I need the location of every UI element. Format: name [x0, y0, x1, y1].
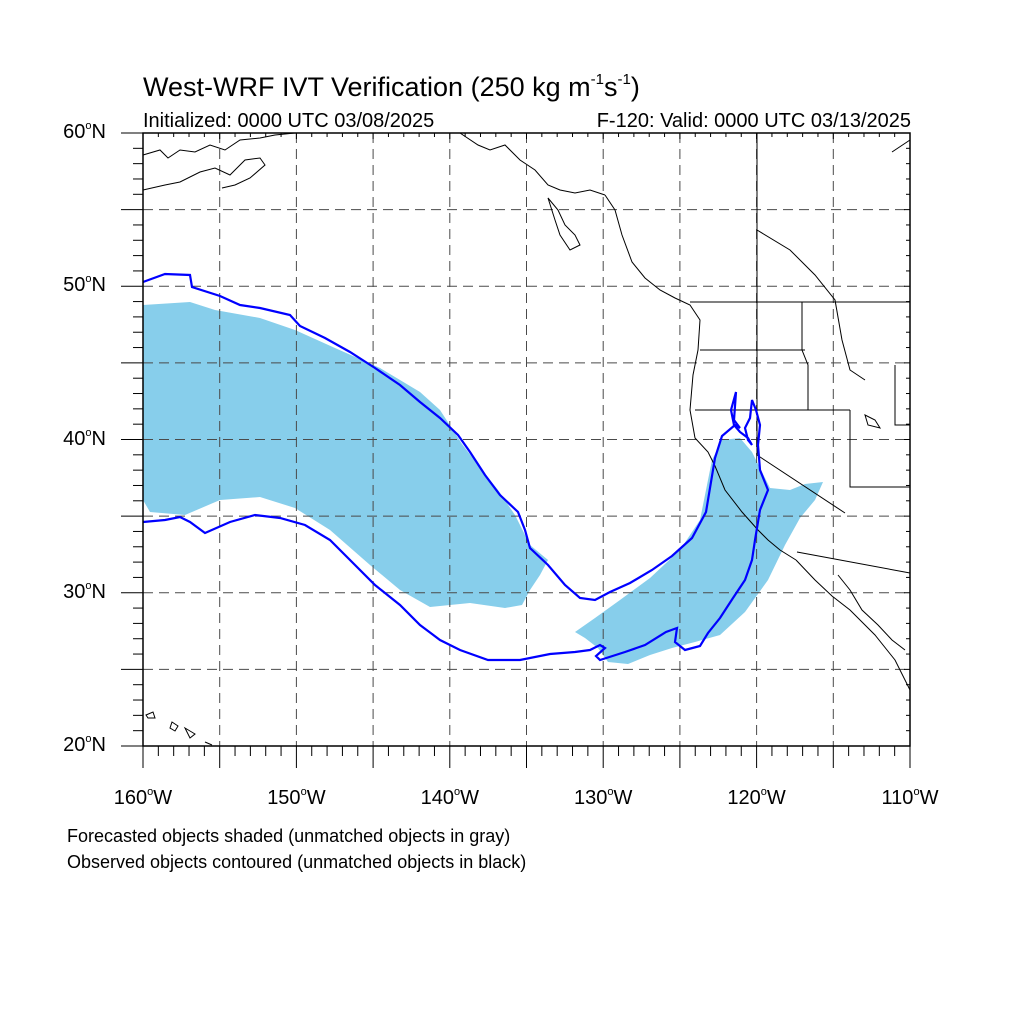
degree-value: 150 [267, 787, 301, 809]
longitude-label: 130oW [543, 787, 663, 810]
degree-value: 160 [113, 787, 148, 809]
degree-value: 50 [63, 274, 86, 297]
degree-value: 130 [573, 787, 608, 809]
longitude-label: 110oW [850, 787, 970, 810]
longitude-label: 150oW [236, 787, 356, 810]
initialized-time: Initialized: 0000 UTC 03/08/2025 [143, 110, 435, 132]
map-frame [121, 132, 911, 768]
latitude-label: 30oN [34, 579, 106, 604]
hemisphere-letter: W [460, 787, 479, 809]
degree-symbol: o [453, 786, 461, 798]
observed-legend-note: Observed objects contoured (unmatched ob… [67, 852, 527, 872]
latitude-label: 20oN [34, 734, 106, 757]
degree-value: 40 [63, 427, 86, 450]
degree-value: 140 [420, 787, 454, 809]
hemisphere-letter: W [613, 787, 633, 809]
degree-value: 20 [63, 734, 86, 756]
hemisphere-letter: N [91, 427, 106, 450]
map-title: West-WRF IVT Verification (250 kg m-1s-1… [143, 71, 640, 102]
degree-symbol: o [85, 579, 92, 592]
hemisphere-letter: N [91, 274, 106, 297]
degree-symbol: o [85, 273, 92, 286]
hemisphere-letter: W [766, 787, 786, 809]
longitude-label: 160oW [83, 787, 203, 810]
coastlines-and-borders [142, 132, 911, 746]
degree-symbol: o [300, 786, 307, 798]
longitude-label: 140oW [390, 787, 510, 810]
hemisphere-letter: N [91, 734, 106, 756]
degree-symbol: o [913, 786, 920, 798]
forecast-legend-note: Forecasted objects shaded (unmatched obj… [67, 826, 511, 846]
degree-symbol: o [760, 786, 767, 798]
valid-time: F-120: Valid: 0000 UTC 03/13/2025 [596, 110, 911, 132]
degree-value: 30 [63, 580, 86, 603]
hemisphere-letter: N [91, 121, 106, 143]
hemisphere-letter: W [919, 787, 939, 809]
longitude-label: 120oW [697, 787, 817, 810]
latitude-label: 50oN [34, 274, 106, 297]
degree-symbol: o [607, 786, 614, 798]
observed-ivt-contours [142, 272, 770, 662]
degree-value: 120 [727, 787, 761, 809]
hemisphere-letter: N [91, 580, 106, 603]
degree-value: 60 [63, 121, 86, 143]
latitude-label: 60oN [34, 121, 106, 144]
degree-symbol: o [85, 733, 92, 745]
hemisphere-letter: W [306, 787, 326, 809]
hemisphere-letter: W [153, 787, 173, 809]
degree-symbol: o [147, 786, 154, 798]
forecast-ivt-object [143, 302, 823, 664]
lat-lon-gridlines [143, 133, 910, 746]
degree-symbol: o [85, 120, 92, 132]
degree-value: 110 [881, 787, 914, 809]
latitude-label: 40oN [34, 426, 106, 451]
degree-symbol: o [85, 426, 92, 439]
